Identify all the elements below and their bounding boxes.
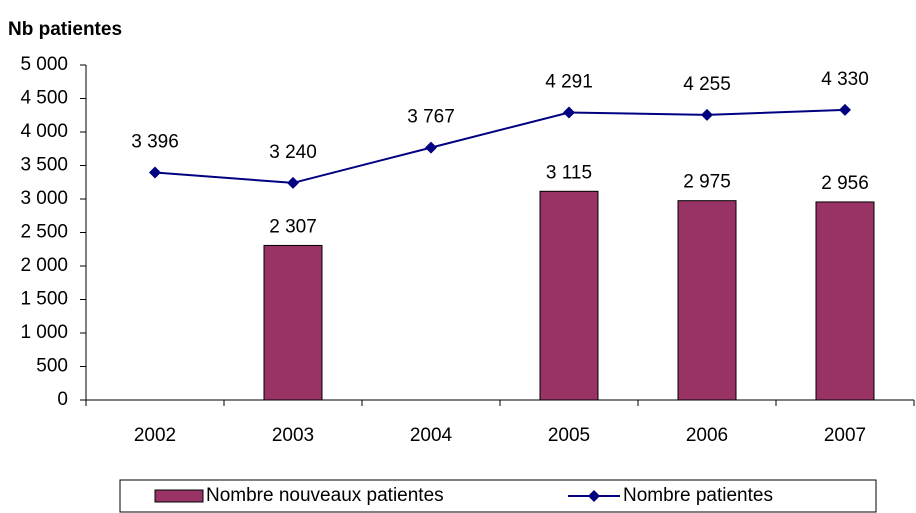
x-tick-label: 2006 (686, 425, 728, 446)
line-marker (287, 176, 299, 189)
line-marker (839, 103, 851, 116)
y-tick-label: 3 500 (20, 155, 68, 176)
line-marker (149, 166, 161, 179)
y-tick-label: 3 000 (20, 188, 68, 209)
y-tick-label: 500 (36, 356, 68, 377)
y-tick-label: 1 500 (20, 289, 68, 310)
data-label: 4 330 (821, 69, 869, 90)
bar (815, 201, 875, 401)
y-tick-label: 4 500 (20, 88, 68, 109)
data-label: 3 396 (131, 131, 179, 152)
bar (539, 190, 599, 401)
line (154, 108, 846, 184)
legend-label: Nombre patientes (623, 485, 773, 506)
chart-title: Nb patientes (8, 19, 122, 40)
line-marker (563, 106, 575, 119)
legend-box (119, 479, 877, 513)
x-tick-label: 2003 (272, 425, 314, 446)
legend-marker (588, 490, 600, 502)
data-label: 3 240 (269, 142, 317, 163)
bar (263, 244, 323, 401)
line-marker (425, 141, 437, 154)
y-tick-label: 2 500 (20, 222, 68, 243)
y-tick-label: 2 000 (20, 255, 68, 276)
data-label: 2 975 (683, 172, 731, 193)
data-label: 2 307 (269, 216, 317, 237)
legend-swatch (154, 489, 204, 503)
data-label: 4 255 (683, 74, 731, 95)
x-tick-label: 2005 (548, 425, 590, 446)
data-label: 2 956 (821, 173, 869, 194)
y-tick-label: 0 (57, 389, 68, 410)
y-tick-label: 1 000 (20, 322, 68, 343)
data-label: 3 767 (407, 107, 455, 128)
line-marker (701, 108, 713, 121)
y-tick-label: 4 000 (20, 121, 68, 142)
x-tick-label: 2007 (824, 425, 866, 446)
data-label: 4 291 (545, 72, 593, 93)
bar (677, 200, 737, 401)
x-tick-label: 2002 (134, 425, 176, 446)
x-tick-label: 2004 (410, 425, 453, 446)
y-tick-label: 5 000 (20, 54, 68, 75)
data-label: 3 115 (546, 162, 592, 183)
legend-label: Nombre nouveaux patientes (206, 485, 444, 506)
